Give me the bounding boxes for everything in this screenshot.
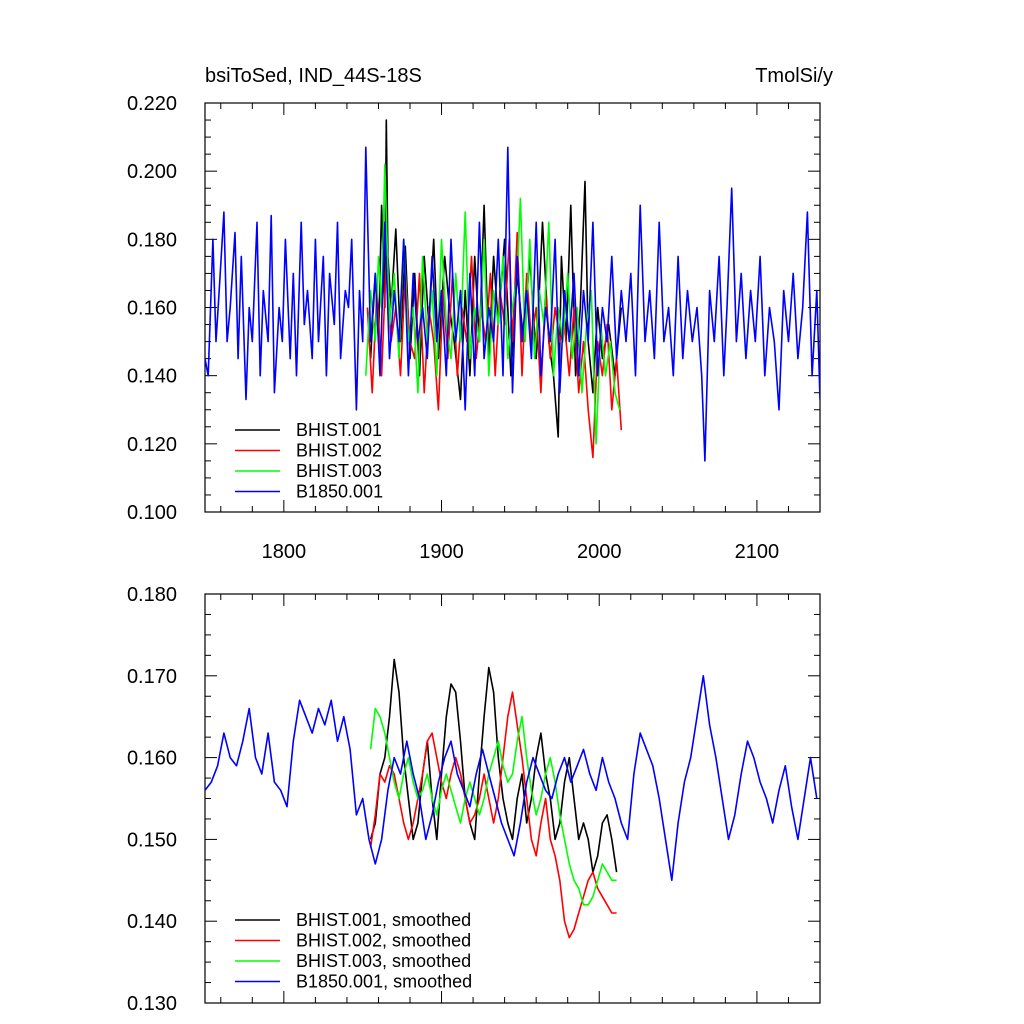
top-x-tick-label: 2000 — [577, 541, 622, 563]
top-series-group — [205, 119, 820, 462]
top-x-tick-label: 1900 — [419, 541, 464, 563]
bottom-y-tick-label: 0.170 — [127, 666, 177, 688]
top-y-tick-label: 0.180 — [127, 229, 177, 251]
bottom-series-line-2 — [369, 707, 617, 906]
bottom-legend-label-1: BHIST.002, smoothed — [296, 931, 471, 951]
top-legend-label-3: B1850.001 — [296, 482, 383, 502]
top-y-tick-label: 0.220 — [127, 93, 177, 115]
top-y-tick-label: 0.200 — [127, 161, 177, 183]
top-chart-units: TmolSi/y — [755, 65, 833, 87]
bottom-y-tick-label: 0.150 — [127, 829, 177, 851]
bottom-y-tick-label: 0.180 — [127, 584, 177, 606]
top-legend-label-0: BHIST.001 — [296, 420, 382, 440]
bottom-chart: 0.130 0.140 0.150 0.160 0.170 0.180 BHIST.001,… — [127, 584, 821, 1015]
bottom-y-tick-label: 0.130 — [127, 993, 177, 1015]
top-chart-title: bsiToSed, IND_44S-18S — [205, 65, 422, 87]
bottom-series-group — [205, 658, 818, 939]
bottom-series-line-3 — [205, 674, 818, 882]
bottom-legend-label-3: B1850.001, smoothed — [296, 972, 472, 992]
bottom-series-line-1 — [369, 691, 617, 939]
top-y-tick-label: 0.140 — [127, 366, 177, 388]
bottom-legend-label-0: BHIST.001, smoothed — [296, 910, 471, 930]
top-y-tick-label: 0.120 — [127, 434, 177, 456]
bottom-legend-label-2: BHIST.003, smoothed — [296, 951, 471, 971]
top-x-tick-label: 1800 — [262, 541, 307, 563]
top-legend-label-1: BHIST.002 — [296, 441, 382, 461]
bottom-y-tick-label: 0.140 — [127, 911, 177, 933]
top-x-tick-label: 2100 — [735, 541, 780, 563]
bottom-y-tick-label: 0.160 — [127, 748, 177, 770]
top-legend-label-2: BHIST.003 — [296, 461, 382, 481]
top-y-tick-label: 0.160 — [127, 298, 177, 320]
top-series-line-3 — [205, 146, 820, 462]
top-chart: 0.100 0.120 0.140 0.160 0.180 0.200 0.220 1800 1… — [127, 93, 821, 563]
top-y-tick-label: 0.100 — [127, 502, 177, 524]
